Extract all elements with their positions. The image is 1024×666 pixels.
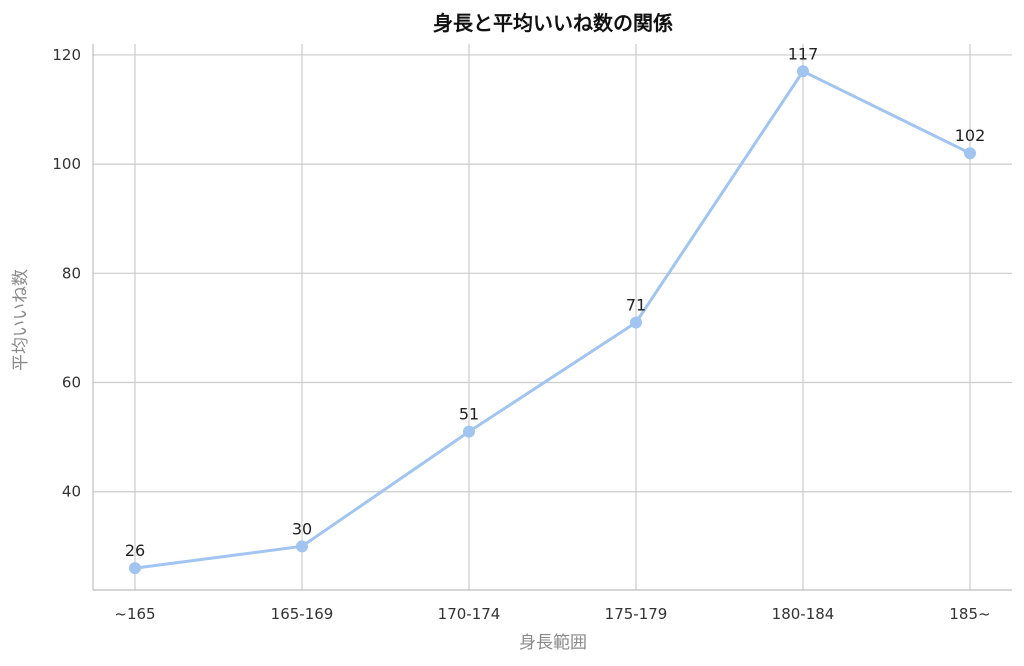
chart-title: 身長と平均いいね数の関係 [433,11,673,35]
y-tick-label: 60 [62,374,81,392]
series-line [134,69,971,570]
data-label: 26 [125,541,145,560]
data-labels: 26 30 51 71 117 102 [125,44,985,560]
data-label: 117 [788,44,819,63]
x-tick-label: ~165 [114,605,155,623]
data-point [296,540,308,553]
grid [93,44,1012,590]
data-point [129,562,141,575]
data-point [797,65,809,78]
x-axis-label: 身長範囲 [519,633,587,653]
y-tick-label: 100 [52,155,81,173]
x-tick-label: 165-169 [271,605,334,623]
data-label: 102 [955,126,986,145]
data-points [129,65,976,575]
x-tick-labels: ~165 165-169 170-174 175-179 180-184 185~ [114,605,990,623]
x-tick-label: 180-184 [772,605,835,623]
x-tick-label: 170-174 [438,605,501,623]
y-tick-label: 40 [62,483,81,501]
data-point [630,316,642,329]
x-tick-label: 175-179 [605,605,668,623]
data-point [964,147,976,160]
x-tick-label: 185~ [949,605,990,623]
y-axis-label: 平均いいね数 [11,269,31,371]
data-label: 30 [292,519,312,538]
data-label: 51 [459,405,479,424]
y-tick-label: 80 [62,264,81,282]
data-point [463,425,475,438]
y-tick-labels: 40 60 80 100 120 [52,46,81,501]
data-label: 71 [626,295,646,314]
y-tick-label: 120 [52,46,81,64]
